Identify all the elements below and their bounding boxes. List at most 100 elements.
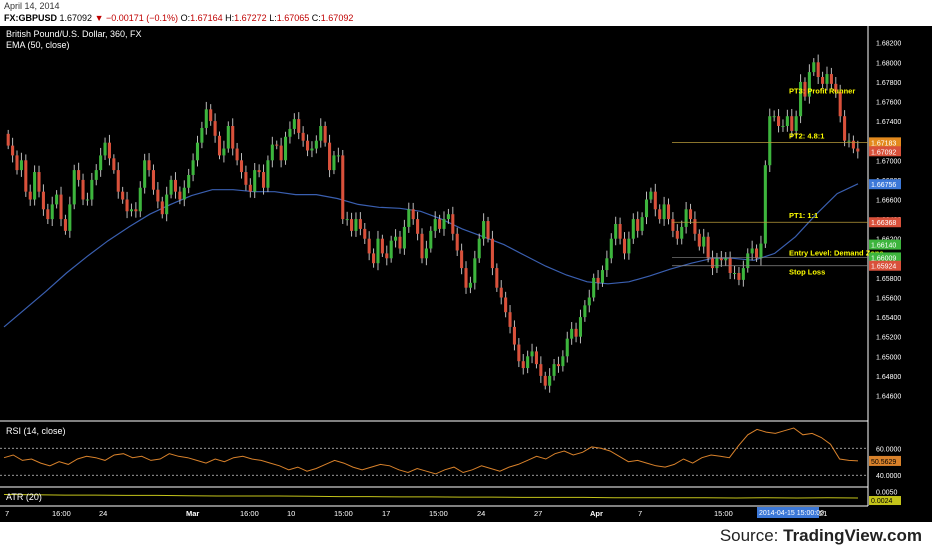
candle-body [653,191,657,210]
candle-body [279,145,283,161]
candle-body [636,219,640,231]
candle-body [358,219,362,229]
candle-body [724,258,728,261]
candle-body [534,351,538,365]
symbol[interactable]: FX:GBPUSD [4,13,58,23]
candle-body [354,219,358,231]
candle-body [675,230,679,239]
source-prefix: Source: [719,526,784,545]
x-tick-label: 24 [477,509,485,518]
candle-body [376,238,380,264]
candle-body [81,179,85,200]
candle-body [319,126,323,141]
candle-body [310,148,314,151]
candle-body [746,253,750,269]
candle-body [710,258,715,269]
axis-layer: 1.682001.680001.678001.676001.674001.672… [5,41,901,518]
candle-body [600,270,605,283]
candle-body [446,214,450,220]
candle-body [719,258,723,261]
candle-body [706,236,710,259]
candle-body [134,209,138,212]
candle-body [266,160,270,188]
high-label: H: [225,13,235,23]
candle-body [658,209,662,220]
candle-body [257,170,261,173]
candle-body [283,136,288,161]
price-marker-box [869,217,901,228]
candle-body [495,268,499,288]
price-marker-label: 1.66009 [871,255,896,262]
price-change: ▼ −0.00171 (−0.1%) [94,13,179,23]
candle-body [794,116,798,131]
price-marker-label: 1.65924 [871,264,896,271]
level-annotation: PT3: Profit Runner [789,87,855,96]
candle-body [759,243,763,259]
candle-body [85,199,89,201]
candle-body [666,204,671,220]
candle-body [750,248,754,254]
candle-body [618,224,622,239]
chart-svg[interactable]: PT3: Profit Runner PT2: 4.8:1 PT1: 1:1 Entr… [0,26,932,522]
candle-body [512,326,516,345]
candle-body [851,140,855,149]
candle-body [451,214,455,234]
atr-line [3,494,859,499]
candle-body [336,155,340,157]
candle-body [37,172,41,192]
candle-body [429,230,433,249]
candle-body [407,209,411,227]
x-tick-label: 10 [287,509,295,518]
candle-body [521,361,525,369]
source-brand[interactable]: TradingView.com [783,526,922,545]
candle-body [178,191,182,200]
candle-body [367,238,371,254]
candle-body [552,364,556,376]
candle-body [411,209,415,220]
candle-body [314,140,318,149]
x-tick-label: 17 [382,509,390,518]
candle-body [244,172,248,185]
candle-body [11,145,15,156]
candle-body [420,233,424,259]
candle-body [297,119,301,133]
candle-body [191,160,195,175]
pane-borders [0,26,869,507]
candle-body [187,175,191,188]
price-marker-label: 1.67092 [871,149,896,156]
candle-body [499,287,503,298]
candle-body [702,236,706,247]
x-tick-label: Apr [590,509,603,518]
candle-body [24,160,28,192]
source-credit: Source: TradingView.com [720,526,922,546]
candle-body [843,116,847,141]
candle-body [763,165,767,244]
candle-body [394,236,398,241]
candle-body [380,238,384,254]
candle-body [204,109,208,128]
candle-body [455,233,459,251]
level-annotation: PT1: 1:1 [789,211,818,220]
candle-body [55,194,59,205]
y-tick-label: 1.67400 [876,119,901,126]
candle-body [46,209,50,220]
candle-body [741,268,745,280]
candle-body [508,312,512,327]
quote-line: FX:GBPUSD 1.67092 ▼ −0.00171 (−0.1%) O:1… [4,13,353,23]
open-value: 1.67164 [190,13,223,23]
candle-body [209,109,213,122]
x-tick-label: 15:00 [429,509,448,518]
chart-area[interactable]: PT3: Profit Runner PT2: 4.8:1 PT1: 1:1 Entr… [0,26,932,522]
y-tick-label: 1.67000 [876,158,901,165]
rsi-layer: 60.0000 40.0000 50.5629 [0,427,901,480]
candle-body [235,148,239,161]
chart-date: April 14, 2014 [4,1,60,11]
candle-body [539,364,543,376]
candle-body [477,238,481,259]
candle-body [578,317,583,337]
x-tick-label: 16:00 [52,509,71,518]
y-tick-label: 1.65000 [876,354,901,361]
candle-body [398,236,402,249]
candle-body [614,224,618,239]
candle-body [226,126,230,149]
